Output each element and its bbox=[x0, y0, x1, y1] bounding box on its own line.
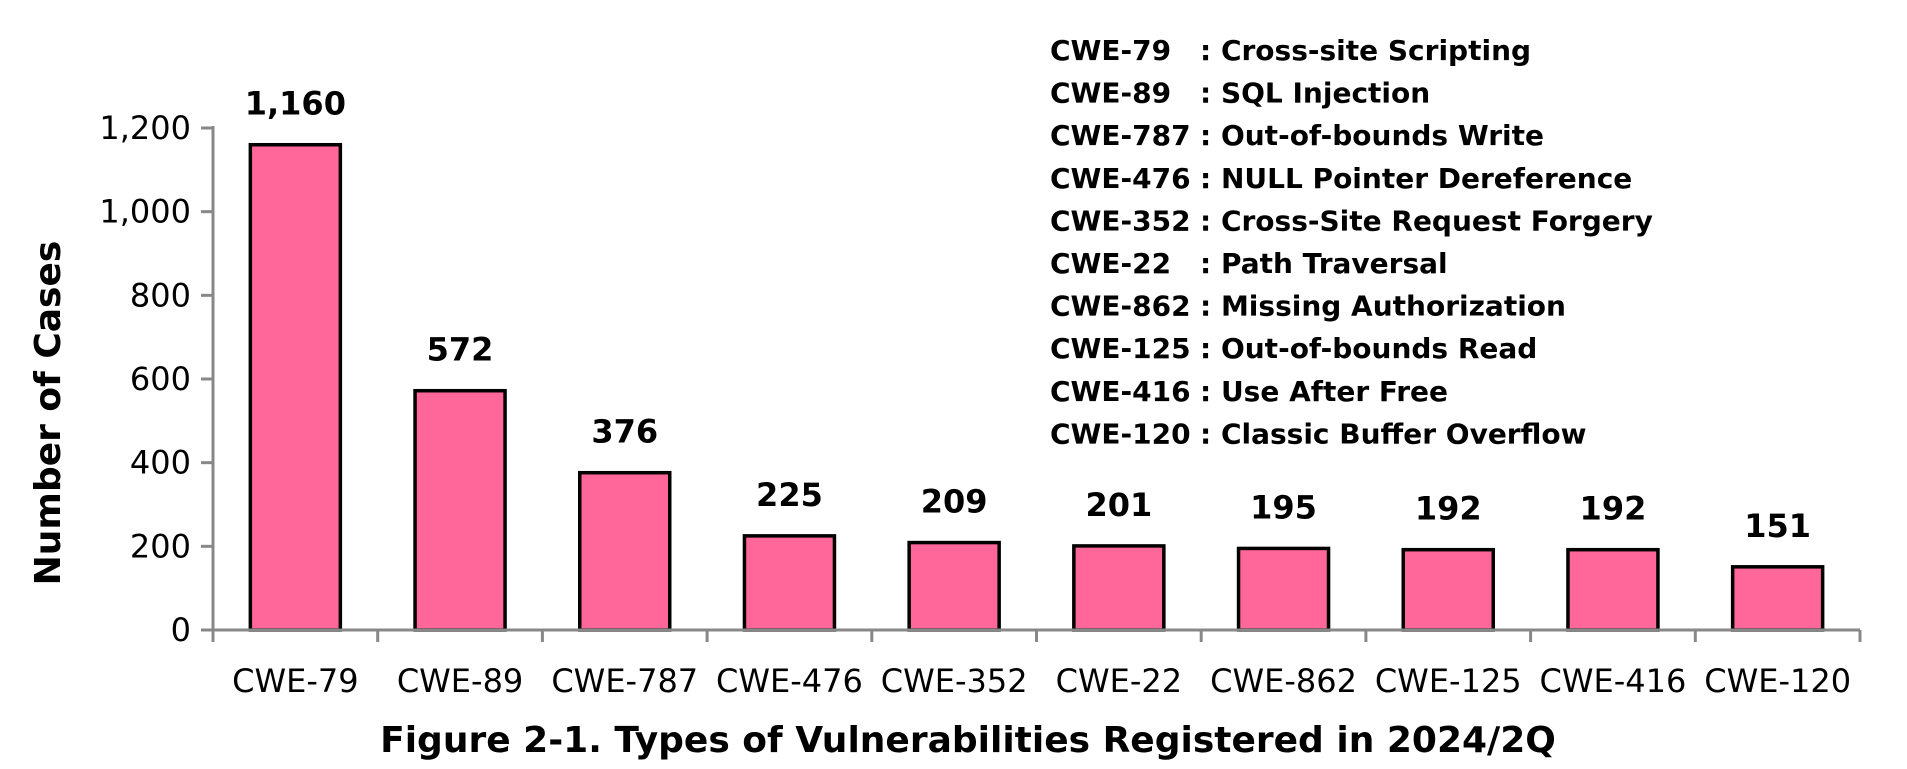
legend-name: : Cross-site Scripting bbox=[1200, 34, 1531, 67]
bar-value-label: 209 bbox=[921, 483, 988, 521]
bar-value-label: 192 bbox=[1415, 490, 1482, 528]
legend-annotations: CWE-79 : Cross-site Scripting CWE-89 : SQL … bbox=[1050, 34, 1653, 450]
bar-value-label: 225 bbox=[756, 476, 823, 514]
bar-value-label: 151 bbox=[1744, 507, 1811, 545]
bar bbox=[1401, 547, 1495, 632]
legend-code: CWE-352 bbox=[1050, 204, 1191, 237]
legend-code: CWE-79 bbox=[1050, 34, 1171, 67]
y-tick-label: 400 bbox=[130, 444, 191, 482]
y-tick-label: 1,200 bbox=[99, 109, 191, 147]
x-category-label: CWE-787 bbox=[551, 662, 698, 700]
legend-code: CWE-125 bbox=[1050, 332, 1191, 365]
x-category-label: CWE-120 bbox=[1704, 662, 1851, 700]
legend-name: : Out-of-bounds Write bbox=[1200, 119, 1544, 152]
bar bbox=[578, 470, 672, 632]
x-category-label: CWE-352 bbox=[881, 662, 1028, 700]
bar bbox=[1566, 547, 1660, 632]
bar bbox=[1072, 544, 1166, 632]
bar bbox=[1236, 546, 1331, 632]
x-category-label: CWE-862 bbox=[1210, 662, 1357, 700]
bar-value-label: 195 bbox=[1250, 488, 1317, 526]
legend-code: CWE-862 bbox=[1050, 290, 1191, 323]
legend-code: CWE-416 bbox=[1050, 375, 1191, 408]
bar bbox=[413, 388, 507, 632]
y-axis-title: Number of Cases bbox=[28, 241, 69, 586]
figure-caption: Figure 2-1. Types of Vulnerabilities Reg… bbox=[380, 720, 1556, 761]
y-tick-label: 0 bbox=[171, 611, 191, 649]
x-axis-labels: CWE-79 CWE-89 CWE-787 CWE-476 CWE-352 CWE-22 C… bbox=[211, 630, 1862, 700]
legend-name: : Missing Authorization bbox=[1200, 290, 1566, 323]
y-axis-ticks: 0 200 400 600 800 1,000 1,200 bbox=[99, 109, 213, 649]
x-category-label: CWE-125 bbox=[1375, 662, 1522, 700]
legend-code: CWE-89 bbox=[1050, 77, 1171, 110]
legend-name: : SQL Injection bbox=[1200, 77, 1430, 110]
bar-value-label: 201 bbox=[1085, 486, 1152, 524]
x-category-label: CWE-476 bbox=[716, 662, 863, 700]
legend-code: CWE-22 bbox=[1050, 247, 1171, 280]
bar bbox=[1730, 565, 1825, 632]
bars-group bbox=[248, 142, 1825, 632]
y-tick-label: 800 bbox=[130, 276, 191, 314]
bar bbox=[742, 534, 837, 632]
data-labels-group: 1,160 572 376 225 209 201 195 192 192 151 bbox=[245, 85, 1811, 545]
x-category-label: CWE-22 bbox=[1056, 662, 1182, 700]
legend-name: : Use After Free bbox=[1200, 375, 1448, 408]
x-category-label: CWE-89 bbox=[397, 662, 523, 700]
y-tick-label: 600 bbox=[130, 360, 191, 398]
legend-name: : Cross-Site Request Forgery bbox=[1200, 204, 1653, 237]
y-tick-label: 200 bbox=[130, 527, 191, 565]
bar-value-label: 572 bbox=[427, 331, 494, 369]
bar-value-label: 1,160 bbox=[245, 85, 346, 123]
bar-value-label: 192 bbox=[1580, 490, 1647, 528]
x-category-label: CWE-416 bbox=[1540, 662, 1687, 700]
legend-code: CWE-476 bbox=[1050, 162, 1191, 195]
bar-value-label: 376 bbox=[591, 413, 658, 451]
bar bbox=[248, 142, 343, 632]
legend-name: : Classic Buffer Overflow bbox=[1200, 417, 1586, 450]
legend-name: : NULL Pointer Dereference bbox=[1200, 162, 1632, 195]
legend-name: : Path Traversal bbox=[1200, 247, 1448, 280]
legend-code: CWE-787 bbox=[1050, 119, 1191, 152]
legend-code: CWE-120 bbox=[1050, 417, 1191, 450]
y-tick-label: 1,000 bbox=[99, 193, 191, 231]
x-category-label: CWE-79 bbox=[232, 662, 358, 700]
legend-name: : Out-of-bounds Read bbox=[1200, 332, 1537, 365]
bar bbox=[907, 540, 1001, 632]
